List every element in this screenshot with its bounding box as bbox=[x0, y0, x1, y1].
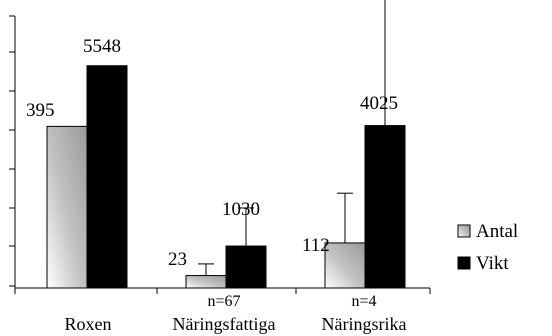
legend-swatch-vikt bbox=[457, 256, 471, 270]
value-label-vikt-2: 4025 bbox=[360, 93, 398, 114]
bars-group bbox=[46, 0, 406, 289]
value-label-antal-2: 112 bbox=[302, 235, 330, 256]
labels-group: 395 23 112 5548 1030 4025 Roxen Näringsfattiga n… bbox=[26, 36, 406, 334]
bar-antal-2 bbox=[324, 242, 366, 289]
value-label-vikt-1: 1030 bbox=[222, 199, 260, 220]
value-label-antal-1: 23 bbox=[168, 249, 187, 270]
value-label-antal-0: 395 bbox=[26, 100, 55, 121]
category-sublabel-2: n=4 bbox=[351, 293, 376, 310]
bar-vikt-0 bbox=[86, 65, 128, 289]
category-label-2: Näringsrika bbox=[322, 314, 407, 334]
value-label-vikt-0: 5548 bbox=[83, 36, 121, 57]
bar-antal-0 bbox=[46, 125, 88, 289]
legend-label-vikt: Vikt bbox=[476, 253, 509, 274]
bar-antal-1 bbox=[185, 275, 227, 289]
bar-vikt-2 bbox=[364, 125, 406, 289]
legend: Antal Vikt bbox=[457, 221, 518, 274]
legend-label-antal: Antal bbox=[476, 221, 518, 242]
category-sublabel-1: n=67 bbox=[207, 293, 240, 310]
bar-vikt-1 bbox=[225, 245, 267, 289]
legend-swatch-antal bbox=[457, 224, 471, 238]
category-label-1: Näringsfattiga bbox=[173, 314, 276, 334]
category-label-0: Roxen bbox=[65, 314, 112, 334]
